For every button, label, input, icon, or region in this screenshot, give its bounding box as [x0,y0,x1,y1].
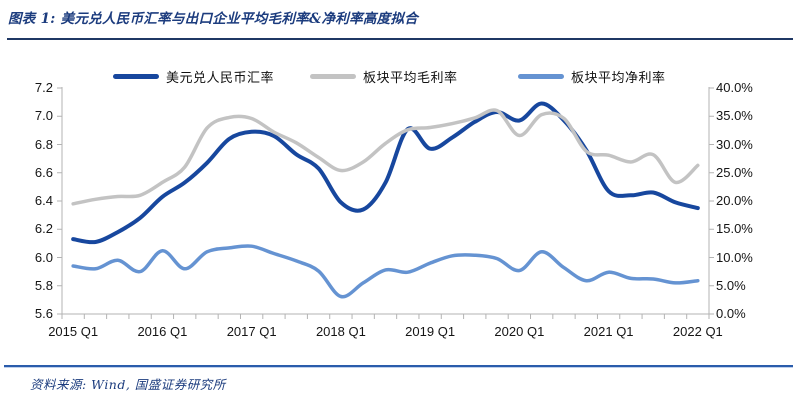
y-axis-left-tick-label: 7.2 [34,80,53,95]
y-axis-left-tick-label: 5.8 [34,277,53,293]
y-axis-right-tick-label: 0.0% [716,306,746,321]
legend-label: 板块平均毛利率 [363,71,458,86]
legend-item-usdcny-rate: 美元兑人民币汇率 [113,69,275,86]
y-axis-right-tick-label: 40.0% [716,80,753,95]
series-net-margin-line [71,244,700,299]
footer-divider [4,365,793,368]
x-axis-tick-label: 2022 Q1 [672,324,723,339]
y-axis-left-tick-label: 6.2 [34,221,53,237]
y-axis-right-tick-label: 25.0% [716,164,753,180]
y-axis-left-tick-label: 6.8 [34,136,53,152]
x-axis-tick-label: 2018 Q1 [315,324,366,339]
series-gross-margin-line [71,108,700,206]
y-axis-right-tick-label: 35.0% [716,108,753,124]
legend-item-gross-margin: 板块平均毛利率 [310,69,458,86]
x-axis-tick-label: 2016 Q1 [137,324,188,339]
y-axis-right-tick-label: 30.0% [716,136,753,152]
series-usdcny-rate-line [71,101,700,245]
legend-item-net-margin: 板块平均净利率 [518,69,666,86]
x-axis-tick-label: 2017 Q1 [226,324,277,339]
y-axis-right-tick-label: 5.0% [716,277,746,293]
x-axis-tick-label: 2020 Q1 [494,324,545,339]
source-note: 资料来源: Wind, 国盛证券研究所 [30,377,226,392]
y-axis-right-tick-label: 20.0% [716,193,753,208]
legend-label: 美元兑人民币汇率 [166,71,275,86]
legend-marker-gross-margin [310,74,356,79]
y-axis-right-tick-label: 10.0% [716,249,753,265]
y-axis-left-tick-label: 6.4 [34,193,53,208]
x-axis-tick-label: 2015 Q1 [48,324,99,339]
x-axis-tick-label: 2019 Q1 [405,324,456,339]
y-axis-left-tick-label: 6.6 [34,164,53,180]
y-axis-left-tick-label: 7.0 [34,108,53,124]
legend-marker-usdcny-rate [113,74,159,79]
title-divider [7,38,793,41]
figure-title: 图表 1: 美元兑人民币汇率与出口企业平均毛利率&净利率高度拟合 [8,11,419,27]
legend-label: 板块平均净利率 [571,71,666,86]
legend-marker-net-margin [518,74,564,79]
x-axis-tick-label: 2021 Q1 [583,324,634,339]
y-axis-right-tick-label: 15.0% [716,221,753,237]
y-axis-left-tick-label: 5.6 [34,306,53,321]
y-axis-left-tick-label: 6.0 [34,249,53,265]
